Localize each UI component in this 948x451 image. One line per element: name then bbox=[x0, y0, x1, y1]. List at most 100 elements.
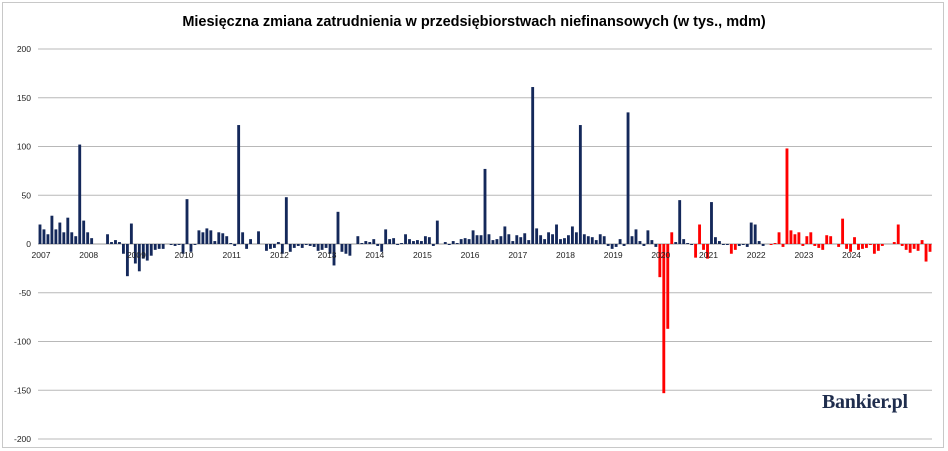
bar bbox=[737, 244, 741, 246]
bar bbox=[662, 244, 666, 394]
bar bbox=[296, 244, 300, 246]
bar bbox=[618, 239, 622, 245]
x-tick-label: 2010 bbox=[175, 250, 194, 260]
bar bbox=[578, 125, 582, 244]
bar bbox=[785, 148, 789, 244]
bar bbox=[606, 244, 610, 246]
bar bbox=[837, 244, 841, 247]
bar bbox=[118, 242, 121, 244]
bar bbox=[487, 234, 491, 244]
bar bbox=[189, 244, 193, 252]
y-tick-label: -200 bbox=[14, 434, 31, 444]
bar bbox=[427, 237, 431, 244]
bar bbox=[257, 231, 260, 244]
bar bbox=[896, 224, 900, 244]
chart-title: Miesięczna zmiana zatrudnienia w przedsi… bbox=[182, 14, 766, 30]
bar bbox=[861, 244, 864, 249]
bar bbox=[420, 241, 423, 244]
bar bbox=[447, 244, 451, 245]
bar bbox=[145, 244, 149, 261]
bar bbox=[185, 199, 189, 244]
bar bbox=[682, 239, 686, 245]
bar bbox=[372, 239, 376, 245]
bar bbox=[141, 244, 145, 259]
bar bbox=[598, 234, 602, 244]
bar bbox=[543, 239, 547, 245]
x-tick-label: 2007 bbox=[32, 250, 51, 260]
bar bbox=[805, 236, 809, 244]
bar bbox=[443, 242, 447, 244]
bar bbox=[149, 244, 153, 256]
bar bbox=[396, 244, 400, 245]
bar bbox=[491, 240, 495, 244]
bar bbox=[431, 244, 435, 246]
x-tick-label: 2021 bbox=[699, 250, 718, 260]
bar bbox=[157, 244, 161, 249]
bar bbox=[761, 244, 765, 246]
bar bbox=[467, 239, 471, 245]
bar bbox=[789, 230, 793, 244]
bar bbox=[495, 239, 499, 245]
bar bbox=[674, 242, 678, 244]
bar bbox=[217, 232, 221, 244]
bar bbox=[793, 234, 797, 244]
bar bbox=[404, 234, 407, 244]
y-tick-label: -50 bbox=[19, 288, 32, 298]
bar bbox=[416, 240, 419, 244]
bar bbox=[292, 244, 296, 248]
x-tick-label: 2019 bbox=[604, 250, 623, 260]
bar bbox=[686, 243, 690, 244]
bar bbox=[161, 244, 165, 249]
bar bbox=[781, 244, 785, 247]
bar bbox=[58, 222, 62, 244]
bar bbox=[388, 239, 392, 245]
bar bbox=[515, 235, 519, 244]
bar bbox=[666, 244, 670, 329]
bar bbox=[920, 240, 924, 244]
bar bbox=[769, 244, 773, 245]
bar bbox=[642, 244, 646, 246]
bar bbox=[384, 229, 388, 245]
bar bbox=[610, 244, 614, 249]
bar bbox=[364, 241, 368, 244]
bar bbox=[527, 240, 531, 244]
bar bbox=[197, 230, 201, 244]
bar bbox=[841, 218, 845, 244]
bar bbox=[590, 237, 594, 244]
bar bbox=[582, 234, 586, 244]
bar bbox=[741, 244, 745, 245]
bar bbox=[455, 243, 459, 244]
x-tick-label: 2023 bbox=[794, 250, 813, 260]
bar bbox=[845, 244, 848, 249]
bar bbox=[392, 238, 396, 244]
bar bbox=[718, 241, 721, 244]
bar bbox=[614, 244, 618, 247]
bar bbox=[821, 244, 825, 250]
bar bbox=[86, 232, 90, 244]
bar bbox=[892, 242, 896, 244]
bar bbox=[503, 226, 507, 244]
bar bbox=[423, 236, 427, 244]
bar bbox=[499, 236, 503, 244]
bar bbox=[193, 244, 197, 245]
bar bbox=[475, 235, 479, 244]
bar bbox=[694, 244, 698, 258]
bar bbox=[245, 244, 249, 249]
bar bbox=[563, 238, 566, 244]
bar bbox=[233, 244, 237, 246]
bar bbox=[570, 226, 574, 244]
bar bbox=[849, 244, 852, 252]
bar bbox=[205, 228, 209, 244]
bar bbox=[511, 241, 515, 244]
x-tick-label: 2020 bbox=[651, 250, 670, 260]
bar bbox=[280, 244, 284, 254]
y-tick-label: -150 bbox=[14, 385, 31, 395]
bar bbox=[276, 242, 280, 244]
bar bbox=[54, 229, 58, 245]
bar bbox=[308, 244, 312, 246]
bar bbox=[749, 222, 753, 244]
bar bbox=[201, 232, 205, 244]
x-tick-label: 2024 bbox=[842, 250, 861, 260]
bar bbox=[241, 232, 245, 244]
bar bbox=[114, 240, 117, 244]
